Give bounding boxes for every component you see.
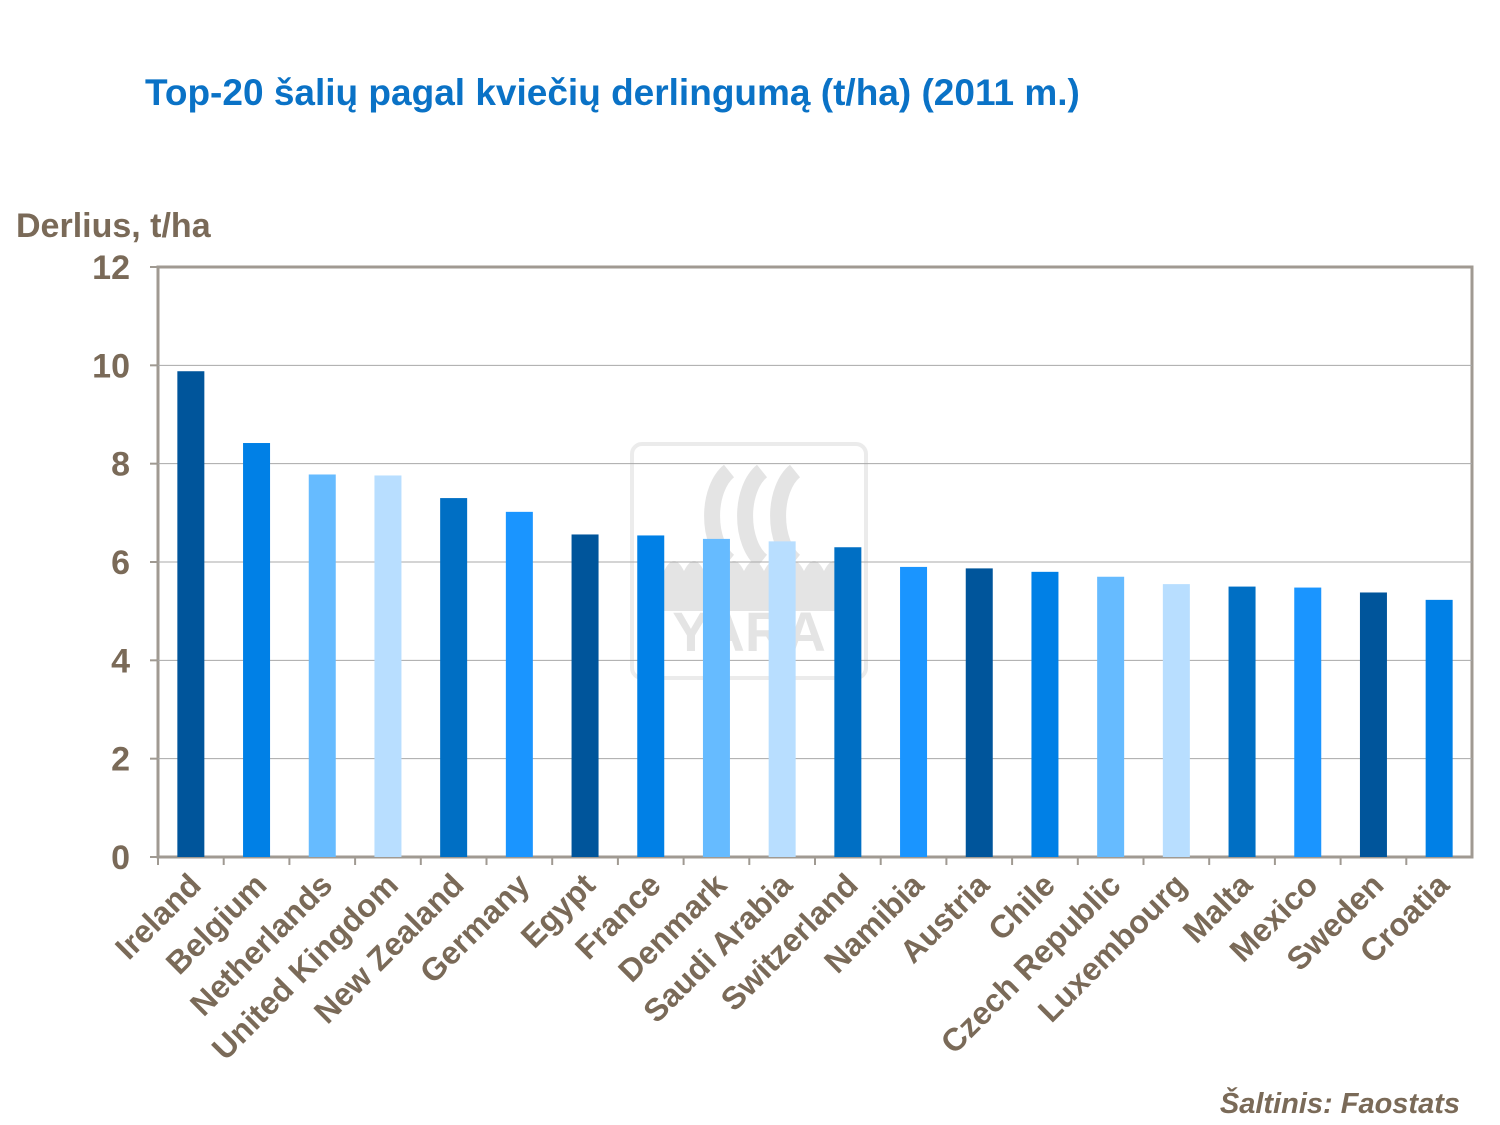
bar-luxembourg — [1162, 584, 1190, 857]
source-note: Šaltinis: Faostats — [1219, 1088, 1460, 1120]
bar-mexico — [1294, 587, 1322, 857]
bar-netherlands — [308, 474, 336, 857]
bar-saudi-arabia — [768, 541, 796, 857]
bar-chile — [1031, 571, 1059, 857]
bar-germany — [505, 511, 533, 857]
watermark-text: YARA — [672, 600, 826, 663]
y-tick-label: 8 — [111, 446, 130, 484]
y-axis-label: Derlius, t/ha — [16, 207, 211, 245]
bar-sweden — [1359, 592, 1387, 857]
bar-malta — [1228, 586, 1256, 857]
bar-ireland — [177, 371, 205, 857]
bar-united-kingdom — [374, 475, 402, 857]
bar-france — [637, 535, 665, 857]
bar-egypt — [571, 534, 599, 857]
bar-austria — [965, 568, 993, 857]
bar-new-zealand — [440, 498, 468, 857]
bar-switzerland — [834, 547, 862, 857]
bar-belgium — [243, 443, 271, 857]
bar-czech-republic — [1097, 576, 1125, 857]
y-tick-label: 12 — [92, 249, 130, 287]
y-tick-label: 10 — [92, 347, 130, 385]
y-tick-label: 0 — [111, 839, 130, 877]
bar-denmark — [702, 538, 730, 857]
chart-title: Top-20 šalių pagal kviečių derlingumą (t… — [145, 72, 1080, 113]
y-tick-label: 2 — [111, 741, 130, 779]
y-tick-label: 4 — [111, 642, 130, 680]
bar-namibia — [900, 566, 928, 857]
y-tick-label: 6 — [111, 544, 130, 582]
bar-croatia — [1425, 599, 1453, 857]
